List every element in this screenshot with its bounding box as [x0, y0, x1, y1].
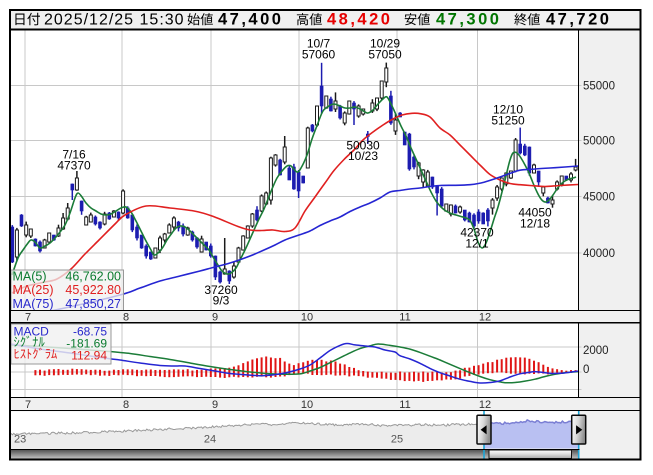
svg-text:24: 24 [204, 434, 216, 446]
svg-text:47,300: 47,300 [436, 11, 501, 29]
svg-text:51250: 51250 [491, 114, 525, 128]
svg-text:MACD: MACD [14, 324, 50, 338]
svg-text:25: 25 [391, 434, 403, 446]
svg-text:47370: 47370 [57, 158, 91, 172]
svg-text:44050: 44050 [518, 206, 552, 220]
svg-text:9/3: 9/3 [213, 294, 230, 308]
svg-text:7: 7 [25, 399, 31, 411]
svg-text:46,762.00: 46,762.00 [65, 270, 121, 284]
svg-text:47,850,27: 47,850,27 [65, 297, 121, 311]
svg-text:-68.75: -68.75 [73, 324, 107, 338]
svg-text:MA(5): MA(5) [13, 270, 47, 284]
svg-text:8: 8 [123, 312, 129, 324]
svg-text:12: 12 [479, 399, 491, 411]
svg-text:2025/12/25 15:30: 2025/12/25 15:30 [44, 12, 185, 29]
svg-text:11: 11 [399, 312, 410, 324]
svg-text:0: 0 [583, 364, 589, 376]
svg-text:MA(75): MA(75) [13, 297, 54, 311]
svg-text:37260: 37260 [204, 283, 238, 297]
svg-text:10/29: 10/29 [370, 37, 400, 51]
svg-text:23: 23 [14, 434, 26, 446]
svg-text:112.94: 112.94 [71, 348, 107, 362]
svg-text:MA(25): MA(25) [13, 283, 54, 297]
svg-text:12/10: 12/10 [493, 103, 523, 117]
svg-text:10/7: 10/7 [307, 37, 331, 51]
svg-text:45,922.80: 45,922.80 [65, 283, 121, 297]
svg-text:12: 12 [479, 312, 491, 324]
svg-text:57060: 57060 [302, 47, 336, 61]
svg-text:2000: 2000 [583, 345, 609, 357]
svg-text:7/16: 7/16 [62, 148, 86, 162]
svg-text:12/18: 12/18 [520, 217, 550, 231]
svg-text:55000: 55000 [583, 81, 615, 93]
svg-text:10/23: 10/23 [348, 149, 378, 163]
svg-text:42370: 42370 [460, 226, 494, 240]
svg-text:50030: 50030 [346, 138, 380, 152]
svg-text:12/1: 12/1 [465, 237, 489, 251]
svg-text:57050: 57050 [368, 47, 402, 61]
svg-text:47,720: 47,720 [546, 11, 611, 29]
svg-text:47,400: 47,400 [218, 11, 283, 29]
svg-text:50000: 50000 [583, 136, 615, 148]
svg-text:48,420: 48,420 [327, 11, 392, 29]
svg-text:11: 11 [399, 399, 410, 411]
svg-text:7: 7 [25, 312, 31, 324]
svg-text:-181.69: -181.69 [66, 336, 107, 350]
svg-text:8: 8 [123, 399, 129, 411]
svg-text:10: 10 [301, 399, 313, 411]
svg-text:10: 10 [301, 312, 313, 324]
svg-text:45000: 45000 [583, 191, 615, 203]
svg-text:9: 9 [212, 312, 218, 324]
svg-text:40000: 40000 [583, 248, 615, 260]
svg-text:9: 9 [212, 399, 218, 411]
